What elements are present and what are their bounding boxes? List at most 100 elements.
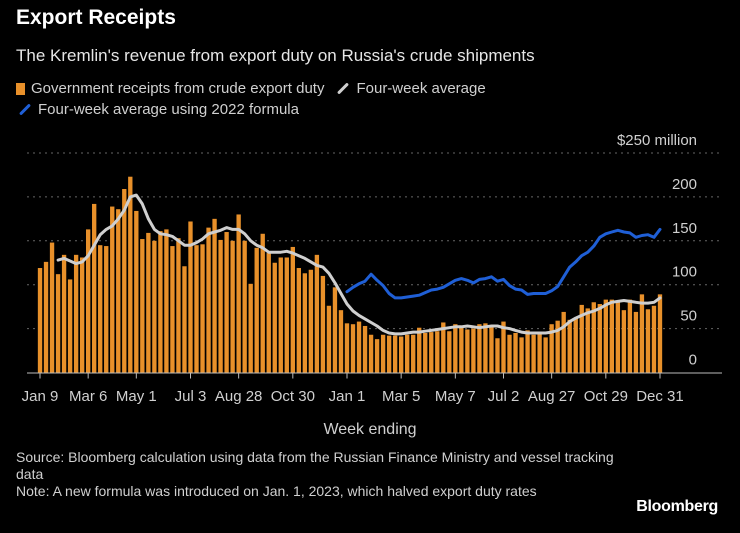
bar — [356, 321, 362, 373]
bar — [79, 257, 85, 373]
x-tick-label: May 1 — [116, 388, 157, 405]
bar — [362, 325, 368, 373]
bar — [651, 305, 657, 373]
bar — [344, 323, 350, 373]
bar — [284, 257, 289, 373]
bar — [55, 274, 61, 373]
bar — [296, 268, 302, 373]
bar — [579, 304, 584, 373]
x-tick-label: Jan 1 — [329, 388, 366, 405]
bar — [525, 330, 530, 373]
source-text: Source: Bloomberg calculation using data… — [16, 449, 614, 482]
bar — [188, 221, 193, 373]
bar — [639, 294, 645, 373]
bar — [73, 254, 79, 373]
x-tick-label: Mar 6 — [69, 388, 107, 405]
bar — [37, 268, 43, 373]
bar — [206, 227, 211, 373]
bar — [158, 231, 163, 373]
bar — [417, 327, 422, 373]
bar — [170, 246, 175, 373]
x-tick-label: Jul 3 — [175, 388, 207, 405]
bar — [92, 203, 97, 373]
bar — [483, 323, 488, 373]
bar — [585, 308, 590, 373]
bar — [266, 253, 271, 373]
bar — [615, 302, 621, 373]
bar — [230, 240, 235, 373]
y-tick-label: 100 — [672, 264, 697, 281]
y-tick-label: 200 — [672, 176, 697, 193]
bar — [543, 337, 548, 373]
chart-title: Export Receipts — [16, 6, 176, 29]
legend-avg2022: Four-week average using 2022 formula — [38, 101, 299, 118]
bar — [332, 287, 338, 373]
bar — [152, 240, 157, 373]
bar — [657, 294, 663, 373]
bar — [314, 254, 320, 373]
bar — [453, 324, 458, 373]
bar — [489, 325, 494, 373]
bar — [212, 218, 217, 373]
bar — [200, 244, 205, 373]
bar — [260, 233, 265, 373]
bar — [326, 305, 332, 373]
bar — [104, 246, 109, 373]
bar — [519, 337, 524, 373]
bar — [555, 320, 560, 373]
bar — [182, 266, 187, 373]
x-tick-label: Jul 2 — [488, 388, 520, 405]
bar — [392, 335, 398, 373]
x-tick-label: Oct 29 — [584, 388, 628, 405]
bar — [561, 311, 566, 373]
bar — [122, 188, 127, 373]
bar — [218, 239, 223, 373]
bar — [61, 254, 67, 373]
bar — [633, 311, 639, 373]
x-axis-label: Week ending — [323, 421, 416, 438]
bar — [272, 262, 277, 373]
bar — [501, 321, 506, 373]
y-tick-label: 50 — [680, 308, 697, 325]
bar — [441, 322, 446, 373]
four-week-average-line — [56, 193, 662, 336]
source-note: Source: Bloomberg calculation using data… — [16, 449, 616, 500]
bar — [429, 332, 434, 373]
bar — [134, 210, 139, 373]
bar — [368, 334, 374, 373]
y-tick-label: 0 — [689, 352, 697, 369]
x-tick-label: Oct 30 — [271, 388, 315, 405]
bar — [254, 247, 259, 373]
bar — [128, 176, 133, 373]
bar — [146, 232, 151, 373]
bar — [465, 329, 470, 373]
bar — [477, 324, 482, 373]
bar — [603, 299, 608, 373]
bar — [423, 332, 428, 373]
bar — [140, 239, 145, 373]
bar — [290, 246, 295, 373]
bar — [513, 332, 518, 373]
bar — [67, 279, 73, 373]
bar — [537, 332, 542, 373]
bar — [531, 334, 536, 373]
bar — [242, 240, 247, 373]
bar — [591, 302, 596, 373]
legend-receipts: Government receipts from crude export du… — [31, 80, 325, 97]
x-tick-label: May 7 — [435, 388, 476, 405]
bloomberg-logo: Bloomberg — [636, 498, 718, 515]
bar — [507, 334, 512, 373]
bar — [411, 334, 416, 373]
bar — [236, 214, 241, 373]
chart-subtitle: The Kremlin's revenue from export duty o… — [16, 46, 535, 65]
bar — [398, 336, 404, 373]
legend-row-2: Four-week average using 2022 formula — [16, 101, 299, 118]
bar — [194, 245, 199, 373]
bar — [224, 232, 229, 373]
note-text: Note: A new formula was introduced on Ja… — [16, 483, 537, 499]
bar — [621, 310, 627, 373]
bar — [405, 334, 410, 373]
bar — [350, 324, 356, 373]
bar — [176, 238, 181, 373]
x-tick-label: Mar 5 — [382, 388, 420, 405]
